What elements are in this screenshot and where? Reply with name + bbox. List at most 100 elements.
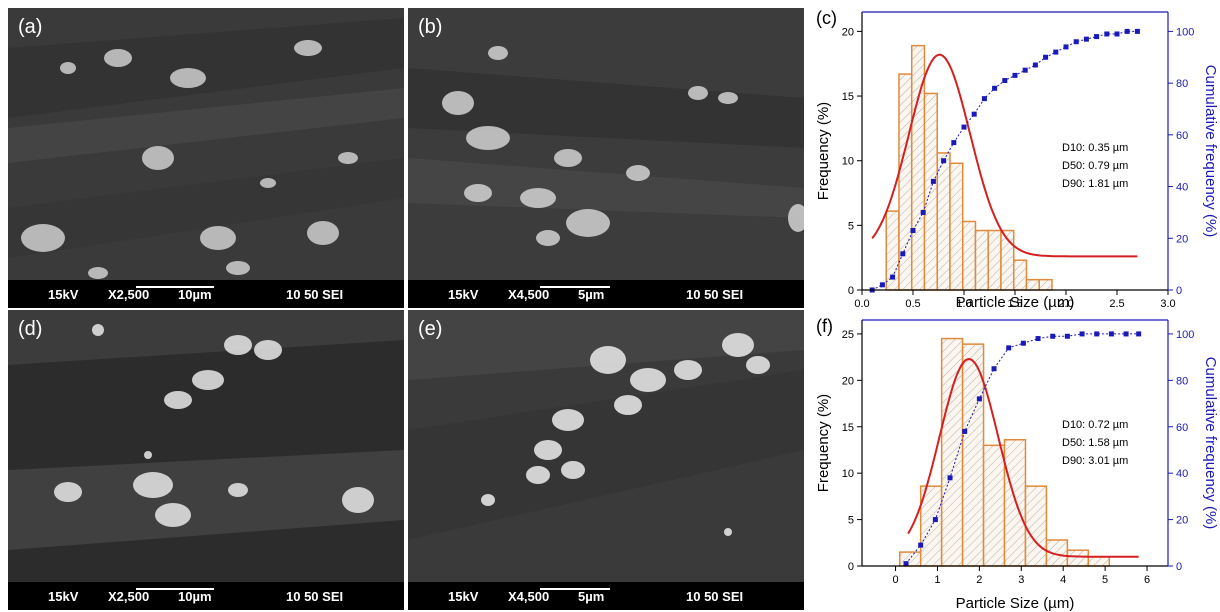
cumulative-point [932, 517, 938, 523]
x-tick-label: 3 [1018, 574, 1024, 586]
cumulative-point [947, 475, 953, 481]
voltage-label: 15kV [48, 589, 79, 604]
cumulative-point [910, 228, 916, 234]
y-tick-label: 0 [848, 561, 854, 573]
histogram-bar [898, 551, 922, 567]
scale-label: 5µm [578, 589, 605, 604]
x-tick-label: 0 [892, 574, 898, 586]
cumulative-point [1035, 336, 1041, 342]
histogram-bar [974, 229, 989, 291]
scale-bar [540, 588, 610, 590]
detector-label: 10 50 SEI [286, 287, 344, 302]
cumulative-point [1104, 31, 1110, 37]
cumulative-point [890, 274, 896, 280]
x-tick-label: 0.5 [905, 298, 920, 310]
cumulative-point [930, 178, 936, 184]
y2-tick-label: 80 [1176, 78, 1188, 90]
histogram-bar [1087, 555, 1111, 567]
y2-tick-label: 60 [1176, 130, 1188, 142]
sem-info-bar: 15kV X2,500 10µm 10 50 SEI [8, 582, 404, 610]
y2-tick-label: 100 [1176, 329, 1194, 341]
magnification-label: X4,500 [508, 287, 550, 302]
cumulative-point [1094, 34, 1100, 40]
voltage-label: 15kV [448, 589, 479, 604]
y2-tick-label: 0 [1176, 285, 1182, 297]
sem-image-b [408, 8, 804, 308]
histogram-bar [923, 92, 938, 291]
y2-tick-label: 0 [1176, 561, 1182, 573]
cumulative-point [1050, 333, 1056, 339]
magnification-label: X4,500 [508, 589, 550, 604]
histogram-bar [1003, 439, 1027, 567]
scale-bar [136, 588, 214, 590]
histogram-bar [961, 343, 985, 567]
histogram-bar [1012, 259, 1028, 291]
gaussian-fit-line [871, 53, 1138, 258]
detector-label: 10 50 SEI [686, 589, 744, 604]
cumulative-point [1043, 54, 1049, 60]
cumulative-point [951, 140, 957, 146]
x-tick-label: 1 [934, 574, 940, 586]
panel-label-d: (d) [18, 318, 43, 340]
x-tick-label: 1.5 [1007, 298, 1022, 310]
voltage-label: 15kV [448, 287, 479, 302]
y-tick-label: 10 [842, 468, 854, 480]
cumulative-point [903, 561, 909, 567]
panel-label-e: (e) [418, 318, 443, 340]
panel-label-b: (b) [418, 16, 443, 38]
histogram-bar [987, 229, 1002, 291]
detector-label: 10 50 SEI [686, 287, 744, 302]
cumulative-point [1073, 39, 1079, 45]
x-tick-label: 4 [1060, 574, 1066, 586]
size-annotation: D10: 0.35 µm [1062, 142, 1128, 154]
scale-label: 5µm [578, 287, 605, 302]
x-tick-label: 3.0 [1160, 298, 1175, 310]
cumulative-point [981, 96, 987, 102]
y-tick-label: 25 [842, 329, 854, 341]
cumulative-point [1114, 31, 1120, 37]
x-tick-label: 5 [1102, 574, 1108, 586]
magnification-label: X2,500 [108, 589, 150, 604]
y2-tick-label: 40 [1176, 468, 1188, 480]
panel-label-a: (a) [18, 16, 43, 38]
size-annotation: D90: 1.81 µm [1062, 178, 1128, 190]
scale-bar [540, 286, 610, 288]
cumulative-point [1124, 28, 1130, 34]
histogram-bar [936, 152, 951, 291]
sem-panel-e: (e) 15kV X4,500 5µm 10 50 SEI [408, 310, 804, 610]
cumulative-point [976, 396, 982, 402]
cumulative-point [1022, 67, 1028, 73]
y2-axis-label: Cumulative frequency (%) [1202, 65, 1219, 238]
cumulative-point [918, 542, 924, 548]
voltage-label: 15kV [48, 287, 79, 302]
cumulative-point [1006, 345, 1012, 351]
x-tick-label: 6 [1144, 574, 1150, 586]
cumulative-point [1002, 78, 1008, 84]
cumulative-point [1064, 333, 1070, 339]
panel-label: (c) [816, 8, 837, 28]
x-tick-label: 2 [976, 574, 982, 586]
sem-panel-b: (b) 15kV X4,500 5µm 10 50 SEI [408, 8, 804, 308]
y2-tick-label: 80 [1176, 375, 1188, 387]
size-annotation: D50: 1.58 µm [1062, 437, 1128, 449]
sem-panel-d: (d) 15kV X2,500 10µm 10 50 SEI [8, 310, 404, 610]
cumulative-point [1032, 62, 1038, 68]
x-axis-label: Particle Size (µm) [956, 595, 1075, 612]
x-tick-label: 2.0 [1058, 298, 1073, 310]
detector-label: 10 50 SEI [286, 589, 344, 604]
cumulative-point [971, 111, 977, 117]
cumulative-point [1108, 331, 1114, 337]
y2-axis-label: Cumulative frequency (%) [1202, 357, 1219, 530]
sem-info-bar: 15kV X4,500 5µm 10 50 SEI [408, 582, 804, 610]
histogram-bar [961, 220, 977, 291]
y-tick-label: 15 [842, 91, 854, 103]
y-axis-label: Frequency (%) [815, 102, 832, 200]
y-tick-label: 20 [842, 26, 854, 38]
gaussian-fit-line [907, 357, 1139, 558]
scale-label: 10µm [178, 287, 212, 302]
sem-image-d [8, 310, 404, 610]
y-tick-label: 0 [848, 285, 854, 297]
scale-bar [136, 286, 214, 288]
y-tick-label: 20 [842, 375, 854, 387]
